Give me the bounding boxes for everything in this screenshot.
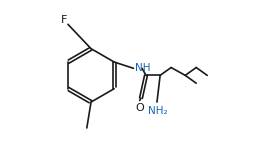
Text: NH₂: NH₂ bbox=[148, 106, 168, 116]
Text: F: F bbox=[61, 15, 67, 25]
Text: O: O bbox=[135, 103, 144, 113]
Text: NH: NH bbox=[135, 63, 150, 73]
